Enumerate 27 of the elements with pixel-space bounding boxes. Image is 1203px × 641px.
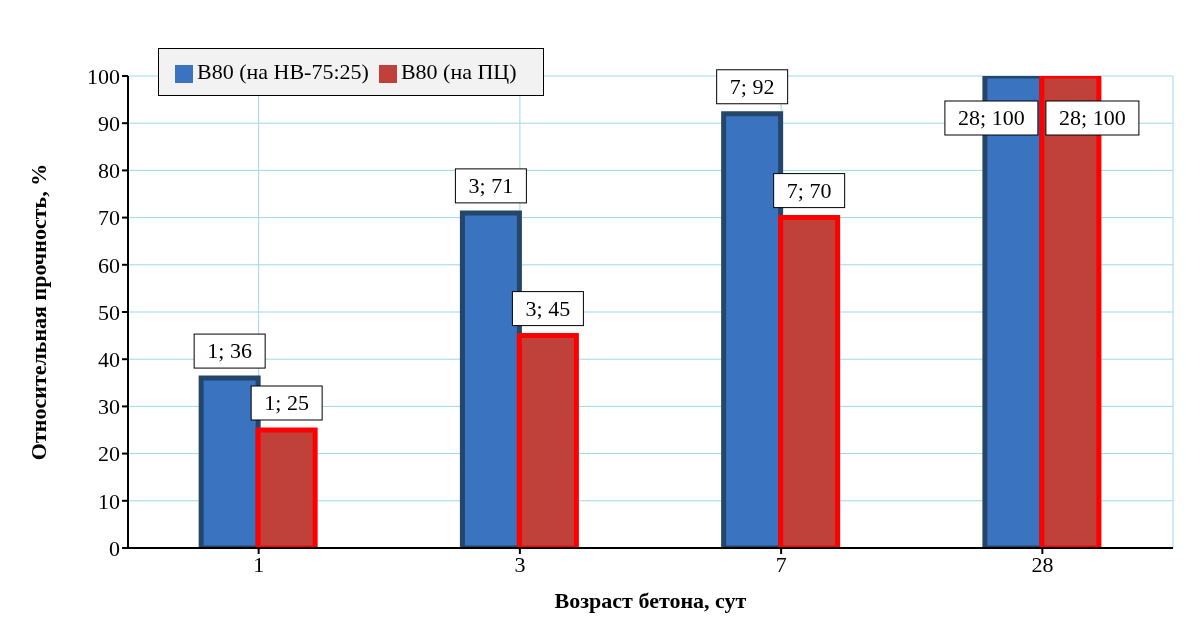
- y-tick-label: 60: [98, 252, 120, 278]
- y-tick-label: 90: [98, 111, 120, 137]
- y-tick-label: 40: [98, 347, 120, 373]
- data-label: 7; 92: [729, 73, 775, 99]
- y-tick-label: 100: [87, 63, 120, 89]
- y-tick-label: 10: [98, 488, 120, 514]
- data-label: 3; 71: [468, 172, 514, 198]
- x-tick-label: 1: [253, 551, 265, 577]
- data-label: 1; 25: [264, 390, 309, 415]
- data-label: 3; 45: [525, 295, 571, 321]
- x-axis-title: Возраст бетона, сут: [554, 588, 747, 613]
- x-tick-label: 3: [514, 551, 526, 577]
- y-tick-label: 80: [98, 158, 120, 184]
- legend-label: В80 (на НВ-75:25): [197, 59, 369, 84]
- y-axis-title: Относительная прочность, %: [25, 163, 51, 461]
- data-label: 28; 100: [1059, 105, 1126, 130]
- y-tick-label: 0: [109, 535, 120, 561]
- data-label: 28; 100: [958, 105, 1025, 130]
- y-tick-label: 20: [98, 441, 120, 467]
- x-tick-label: 28: [1031, 551, 1054, 577]
- y-tick-label: 70: [98, 205, 120, 231]
- x-tick-label: 7: [775, 551, 787, 577]
- data-label: 1; 36: [207, 338, 252, 364]
- data-label: 7; 70: [786, 177, 832, 203]
- y-tick-label: 50: [98, 299, 120, 325]
- legend-label: В80 (на ПЦ): [400, 59, 517, 84]
- y-tick-label: 30: [98, 394, 120, 420]
